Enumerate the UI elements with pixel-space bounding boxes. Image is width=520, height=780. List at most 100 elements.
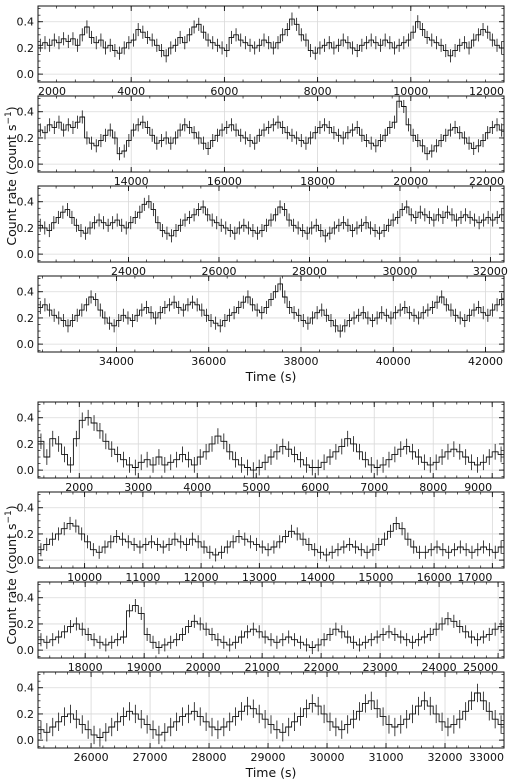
y-tick-label: 0.0 [17, 464, 35, 477]
y-tick-label: 0.4 [17, 106, 35, 119]
panel-frame [37, 185, 505, 263]
x-tick-label: 29000 [251, 751, 286, 764]
panel-frame [37, 275, 505, 353]
x-tick-label: 19000 [127, 661, 162, 674]
top-ylabel-main: Count rate (count s [4, 125, 19, 246]
x-tick-label: 17000 [457, 571, 492, 584]
light-curve-steps [38, 417, 504, 471]
series-group [38, 683, 504, 747]
bottom-xlabel: Time (s) [245, 765, 297, 780]
series-group [38, 96, 504, 161]
y-tick-label: 0.4 [17, 412, 35, 425]
panel-4: 34000 36000 38000 40000 42000 0.0 0.2 0.4 [17, 275, 505, 368]
panel-3: 24000 26000 28000 30000 32000 0.0 0.2 0.4 [17, 185, 508, 278]
x-tick-label: 3000 [124, 481, 152, 494]
x-tick-label: 27000 [133, 751, 168, 764]
y-tick-label: 0.0 [17, 68, 35, 81]
x-tick-label: 12000 [469, 85, 504, 98]
series-group [38, 12, 504, 63]
y-tick-label: 0.0 [17, 734, 35, 747]
series-group [38, 599, 504, 655]
x-tick-label: 10000 [393, 85, 428, 98]
x-tick-label: 22000 [304, 661, 339, 674]
top-ylabel-sup: −1 [4, 111, 14, 124]
x-tick-label: 15000 [358, 571, 393, 584]
x-tick-label: 14000 [300, 571, 335, 584]
x-tick-label: 8000 [304, 85, 332, 98]
light-curve-steps [38, 605, 504, 648]
x-tick-label: 30000 [310, 751, 345, 764]
light-curve-steps [38, 283, 504, 332]
top-ylabel: Count rate (count s−1) [4, 106, 19, 245]
x-tick-label: 14000 [114, 175, 149, 188]
panel-5: 2000 3000 4000 5000 6000 7000 8000 9000 0.0 0.2 0.… [17, 401, 505, 494]
x-tick-label: 24000 [111, 265, 146, 278]
bottom-ylabel-end: ) [4, 505, 19, 510]
series-group [38, 277, 504, 338]
x-tick-label: 18000 [300, 175, 335, 188]
x-tick-label: 36000 [191, 355, 226, 368]
x-tick-label: 25000 [463, 661, 498, 674]
panel-frame [37, 5, 505, 83]
x-tick-label: 16000 [417, 571, 452, 584]
x-tick-label: 2000 [65, 481, 93, 494]
x-tick-label: 20000 [186, 661, 221, 674]
panel-frame [37, 581, 505, 659]
light-curve-steps [38, 522, 504, 556]
x-tick-label: 40000 [376, 355, 411, 368]
panel-frame [37, 671, 505, 749]
x-tick-label: 9000 [464, 481, 492, 494]
panel-2: 14000 16000 18000 20000 22000 0.0 0.2 0.4 [17, 95, 505, 188]
y-tick-label: 0.0 [17, 158, 35, 171]
x-tick-label: 33000 [469, 751, 504, 764]
y-tick-label: 0.2 [17, 132, 35, 145]
bottom-ylabel-sup: −1 [4, 510, 14, 523]
panel-7: 18000 19000 20000 21000 22000 23000 24000 25000… [17, 581, 505, 674]
x-tick-label: 6000 [301, 481, 329, 494]
y-tick-label: 0.2 [17, 42, 35, 55]
bottom-ylabel-main: Count rate (count s [4, 524, 19, 645]
x-tick-label: 21000 [245, 661, 280, 674]
panel-6: 10000 11000 12000 13000 14000 15000 16000 17000… [17, 491, 505, 584]
x-tick-label: 5000 [242, 481, 270, 494]
x-tick-label: 42000 [468, 355, 503, 368]
y-tick-label: 0.2 [17, 528, 35, 541]
x-tick-label: 16000 [207, 175, 242, 188]
x-tick-label: 13000 [242, 571, 277, 584]
y-tick-label: 0.2 [17, 222, 35, 235]
y-tick-label: 0.2 [17, 312, 35, 325]
panel-8: 26000 27000 28000 29000 30000 31000 32000 33000… [17, 671, 505, 764]
light-curve-steps [38, 18, 504, 57]
panels-layer: 2000 4000 6000 8000 10000 12000 0.0 0.2 0.4 14000… [17, 5, 508, 764]
x-tick-label: 23000 [363, 661, 398, 674]
x-tick-label: 18000 [68, 661, 103, 674]
top-ylabel-end: ) [4, 106, 19, 111]
light-curve-steps [38, 692, 504, 738]
y-tick-label: 0.2 [17, 438, 35, 451]
series-group [38, 409, 504, 478]
x-tick-label: 4000 [117, 85, 145, 98]
x-tick-label: 20000 [393, 175, 428, 188]
x-tick-label: 26000 [201, 265, 236, 278]
x-tick-label: 24000 [422, 661, 457, 674]
y-tick-label: 0.0 [17, 554, 35, 567]
y-tick-label: 0.4 [17, 502, 35, 515]
y-tick-label: 0.4 [17, 286, 35, 299]
panel-frame [37, 401, 505, 479]
y-tick-label: 0.2 [17, 708, 35, 721]
x-tick-label: 11000 [125, 571, 160, 584]
x-tick-label: 28000 [192, 751, 227, 764]
panel-1: 2000 4000 6000 8000 10000 12000 0.0 0.2 0.4 [17, 5, 505, 98]
y-tick-label: 0.4 [17, 16, 35, 29]
y-tick-label: 0.4 [17, 196, 35, 209]
x-tick-label: 6000 [210, 85, 238, 98]
x-tick-label: 31000 [369, 751, 404, 764]
x-tick-label: 28000 [292, 265, 327, 278]
x-tick-label: 32000 [473, 265, 508, 278]
panel-frame [37, 95, 505, 173]
series-group [38, 195, 504, 243]
x-tick-label: 32000 [428, 751, 463, 764]
x-tick-label: 2000 [38, 85, 66, 98]
y-tick-label: 0.0 [17, 338, 35, 351]
